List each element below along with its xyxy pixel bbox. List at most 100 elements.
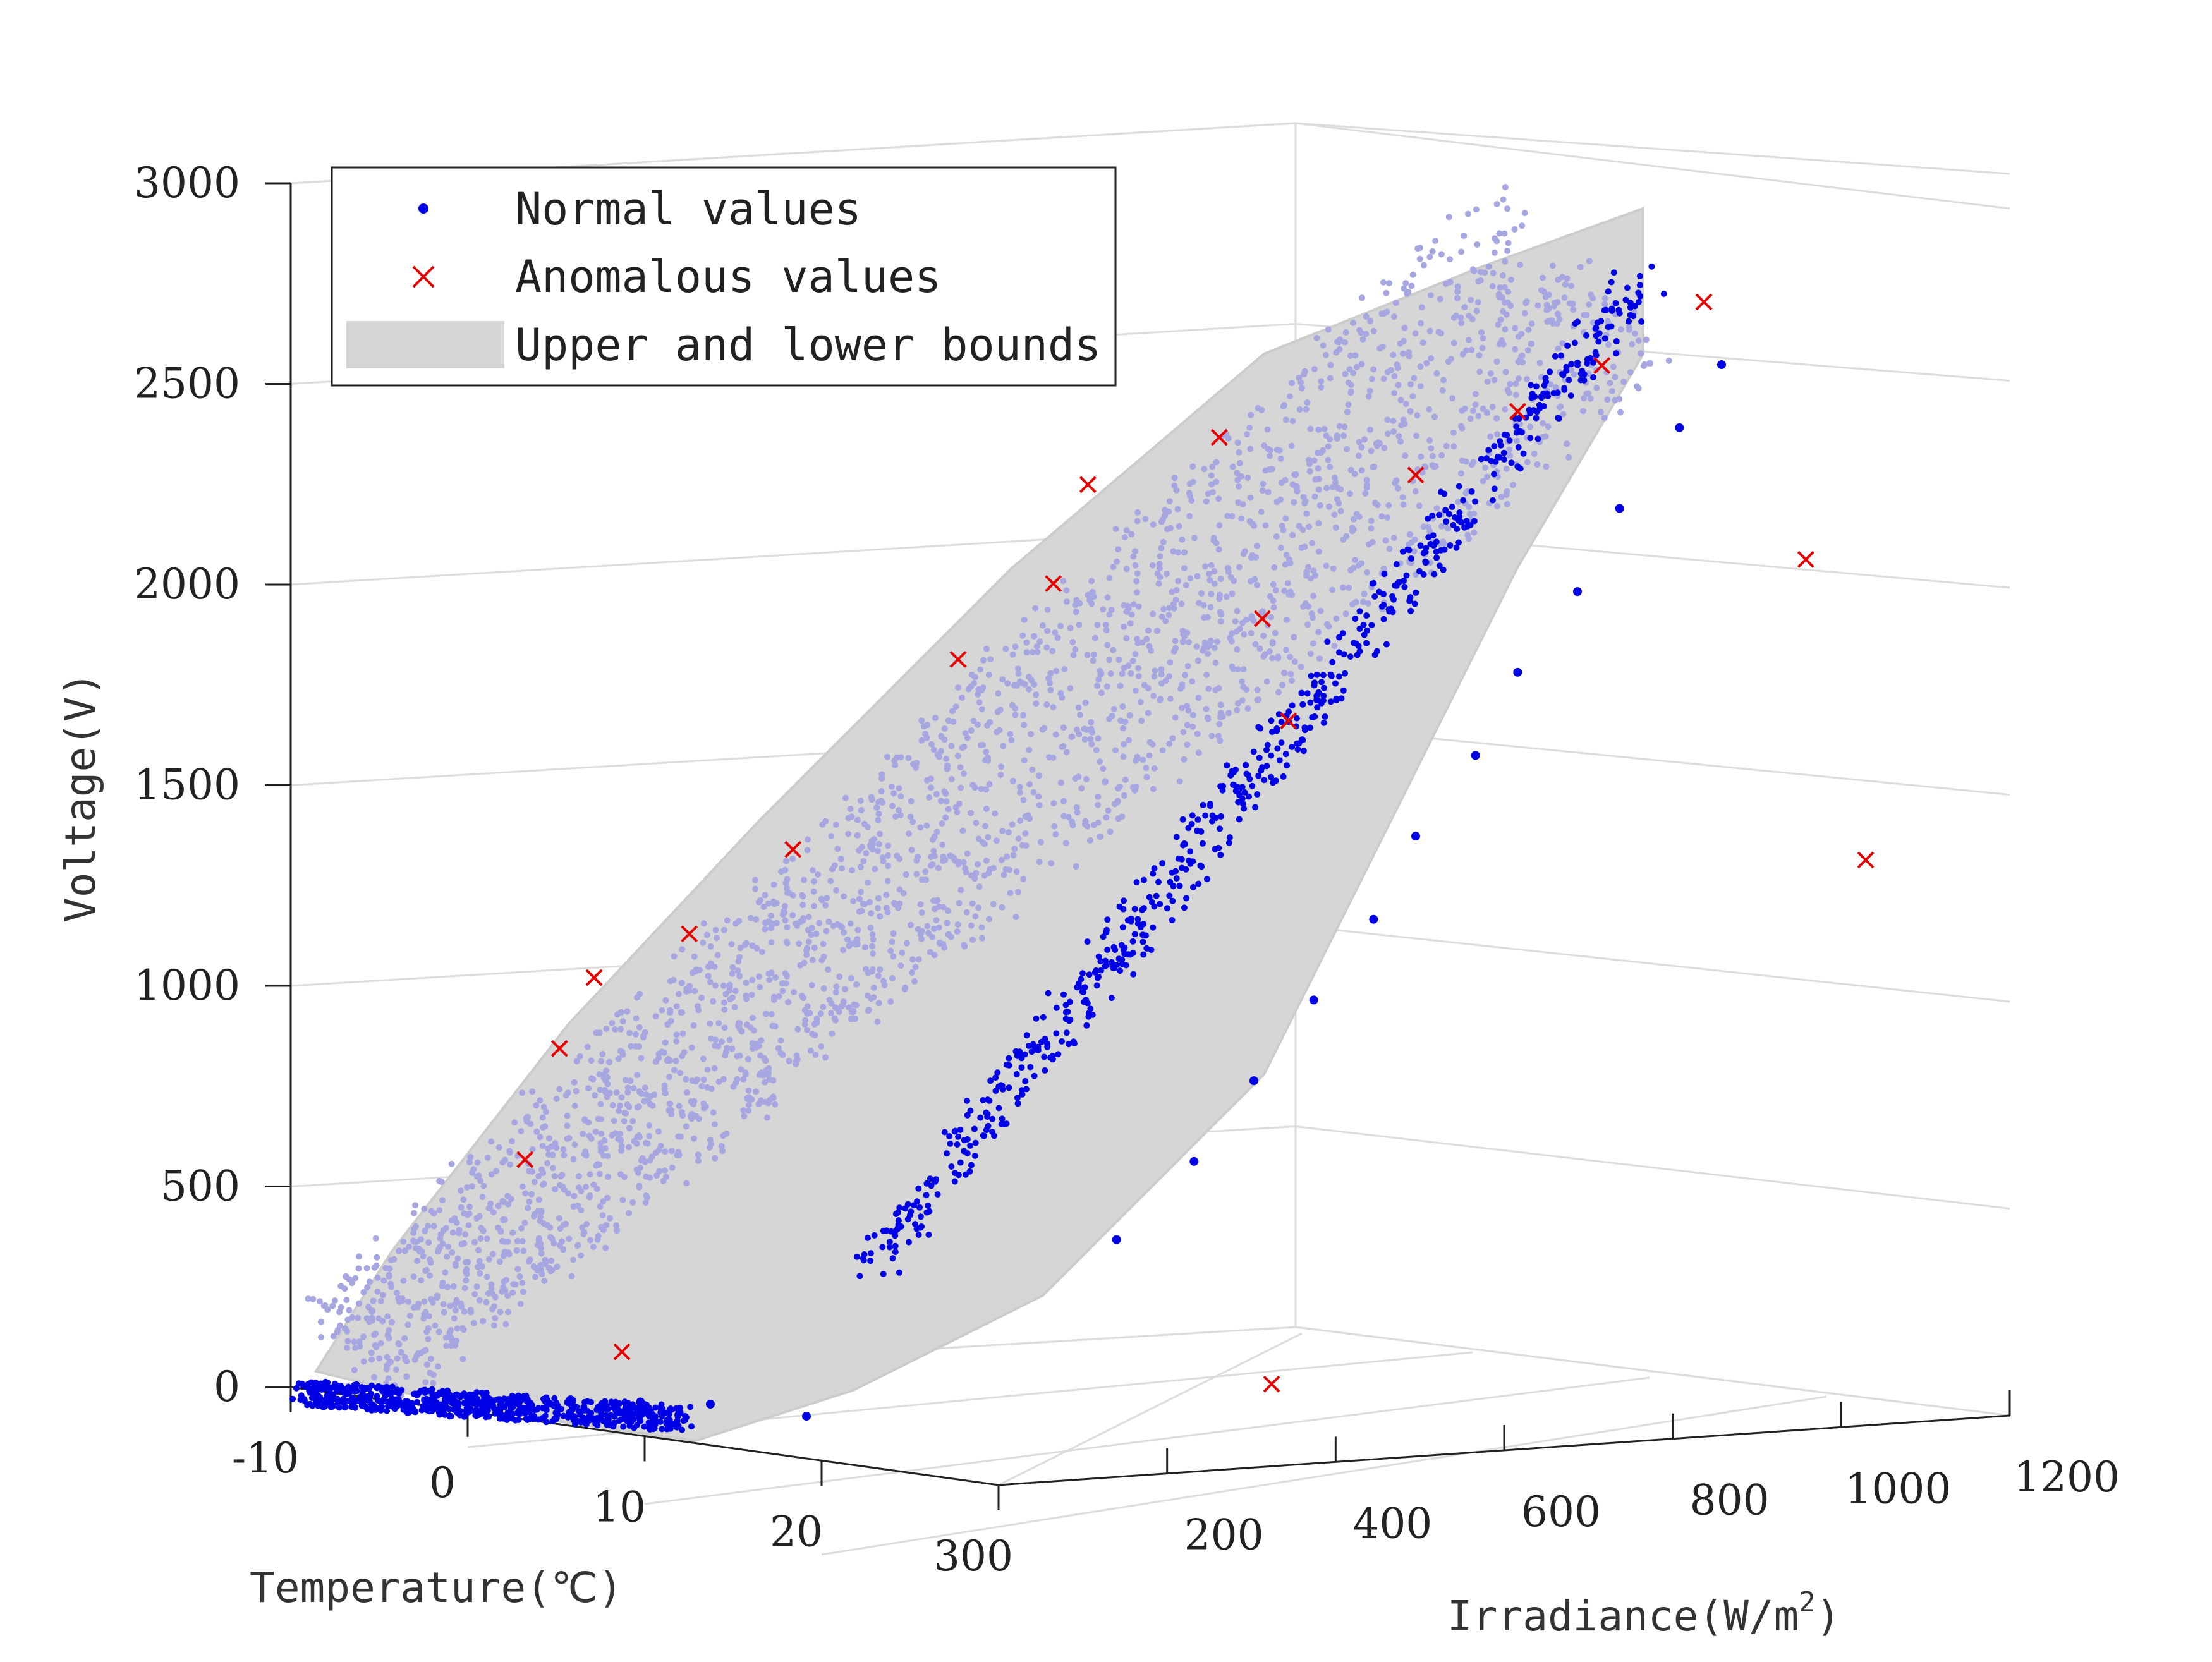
normal-cloud-point <box>427 1259 434 1266</box>
normal-edge-point <box>1321 684 1327 691</box>
normal-cloud-point <box>1315 629 1322 636</box>
normal-edge-point <box>967 1142 974 1149</box>
normal-cloud-point <box>461 1285 468 1292</box>
normal-cloud-point <box>1132 562 1139 569</box>
normal-edge-point <box>1422 558 1429 565</box>
normal-edge-point <box>1252 804 1259 811</box>
normal-cloud-point <box>1502 326 1509 333</box>
normal-cloud-point <box>669 1164 676 1171</box>
normal-edge-point <box>428 1400 435 1407</box>
normal-edge-point <box>983 1109 990 1116</box>
normal-cloud-point <box>1418 304 1425 311</box>
normal-cloud-point <box>1248 554 1255 561</box>
normal-cloud-point <box>1390 535 1397 542</box>
normal-cloud-point <box>1539 274 1546 281</box>
normal-cloud-point <box>1054 634 1061 641</box>
normal-cloud-point <box>1325 456 1332 463</box>
normal-edge-point <box>892 1242 899 1249</box>
normal-cloud-point <box>448 1217 455 1224</box>
normal-cloud-point <box>1186 639 1193 646</box>
normal-edge-point <box>1254 791 1261 798</box>
normal-edge-point <box>1079 970 1086 977</box>
normal-cloud-point <box>1515 358 1522 365</box>
normal-cloud-point <box>1000 871 1007 878</box>
normal-cloud-point <box>883 892 890 899</box>
normal-edge-point <box>1263 746 1270 753</box>
normal-cloud-point <box>1110 706 1117 712</box>
normal-cloud-point <box>1175 578 1182 585</box>
normal-cloud-point <box>968 810 974 816</box>
normal-edge-point <box>1121 897 1127 904</box>
normal-cloud-point <box>789 912 796 919</box>
normal-edge-point <box>867 1250 874 1257</box>
normal-edge-point <box>403 1398 410 1405</box>
normal-cloud-point <box>726 1036 733 1043</box>
normal-cloud-point <box>631 1137 638 1144</box>
normal-edge-point <box>445 1393 452 1400</box>
normal-cloud-point <box>509 1138 515 1144</box>
normal-edge-point <box>333 1386 340 1393</box>
normal-cloud-point <box>1128 611 1135 618</box>
normal-edge-point <box>1307 724 1313 731</box>
normal-cloud-point <box>1181 565 1188 572</box>
normal-cloud-point <box>1480 478 1486 485</box>
normal-cloud-point <box>1433 505 1440 512</box>
normal-edge-point <box>517 1407 524 1414</box>
normal-cloud-point <box>690 1022 697 1029</box>
normal-cloud-point <box>617 1026 624 1033</box>
normal-edge-point <box>1066 1017 1073 1024</box>
normal-cloud-point <box>782 866 789 873</box>
normal-edge-point <box>1187 848 1194 855</box>
normal-edge-point <box>1605 288 1612 295</box>
normal-cloud-point <box>552 1140 559 1147</box>
normal-cloud-point <box>1466 504 1473 511</box>
normal-cloud-point <box>816 919 823 926</box>
normal-cloud-point <box>545 1145 551 1152</box>
normal-cloud-point <box>675 990 682 997</box>
normal-cloud-point <box>596 1071 603 1077</box>
normal-cloud-point <box>1307 575 1314 582</box>
normal-cloud-point <box>597 1144 604 1151</box>
normal-cloud-point <box>844 936 851 943</box>
normal-cloud-point <box>1300 604 1307 610</box>
normal-cloud-point <box>918 909 925 916</box>
normal-cloud-point <box>1347 352 1354 359</box>
normal-cloud-point <box>1120 725 1127 732</box>
normal-cloud-point <box>1353 511 1360 518</box>
normal-cloud-point <box>1369 375 1375 382</box>
normal-edge-point <box>867 1258 874 1265</box>
normal-cloud-point <box>950 718 957 725</box>
normal-edge-point <box>1217 783 1224 790</box>
normal-cloud-point <box>522 1190 529 1197</box>
normal-edge-point <box>1506 437 1513 444</box>
normal-cloud-point <box>845 830 852 837</box>
normal-cloud-point <box>1363 485 1370 491</box>
normal-cloud-point <box>1217 591 1224 598</box>
normal-cloud-point <box>1208 481 1215 488</box>
normal-cloud-point <box>452 1261 459 1267</box>
normal-edge-point <box>326 1388 333 1395</box>
normal-edge-point <box>1613 338 1620 344</box>
normal-cloud-point <box>636 1184 643 1191</box>
normal-cloud-point <box>537 1134 544 1141</box>
normal-cloud-point <box>964 734 971 741</box>
normal-cloud-point <box>1078 785 1085 792</box>
normal-cloud-point <box>901 986 908 993</box>
normal-cloud-point <box>804 847 811 854</box>
normal-cloud-point <box>943 756 950 762</box>
normal-edge-point <box>1189 812 1196 819</box>
normal-cloud-point <box>626 1144 632 1151</box>
normal-cloud-point <box>1457 470 1464 477</box>
normal-cloud-point <box>766 976 773 983</box>
normal-edge-point <box>1340 687 1347 694</box>
normal-cloud-point <box>696 1115 702 1122</box>
normal-cloud-point <box>1552 384 1559 391</box>
normal-cloud-point <box>655 1128 662 1135</box>
normal-cloud-point <box>712 926 719 933</box>
normal-cloud-point <box>447 1334 454 1341</box>
normal-cloud-point <box>1306 461 1313 468</box>
normal-cloud-point <box>374 1289 381 1295</box>
normal-cloud-point <box>817 1010 824 1017</box>
normal-cloud-point <box>1540 420 1547 427</box>
